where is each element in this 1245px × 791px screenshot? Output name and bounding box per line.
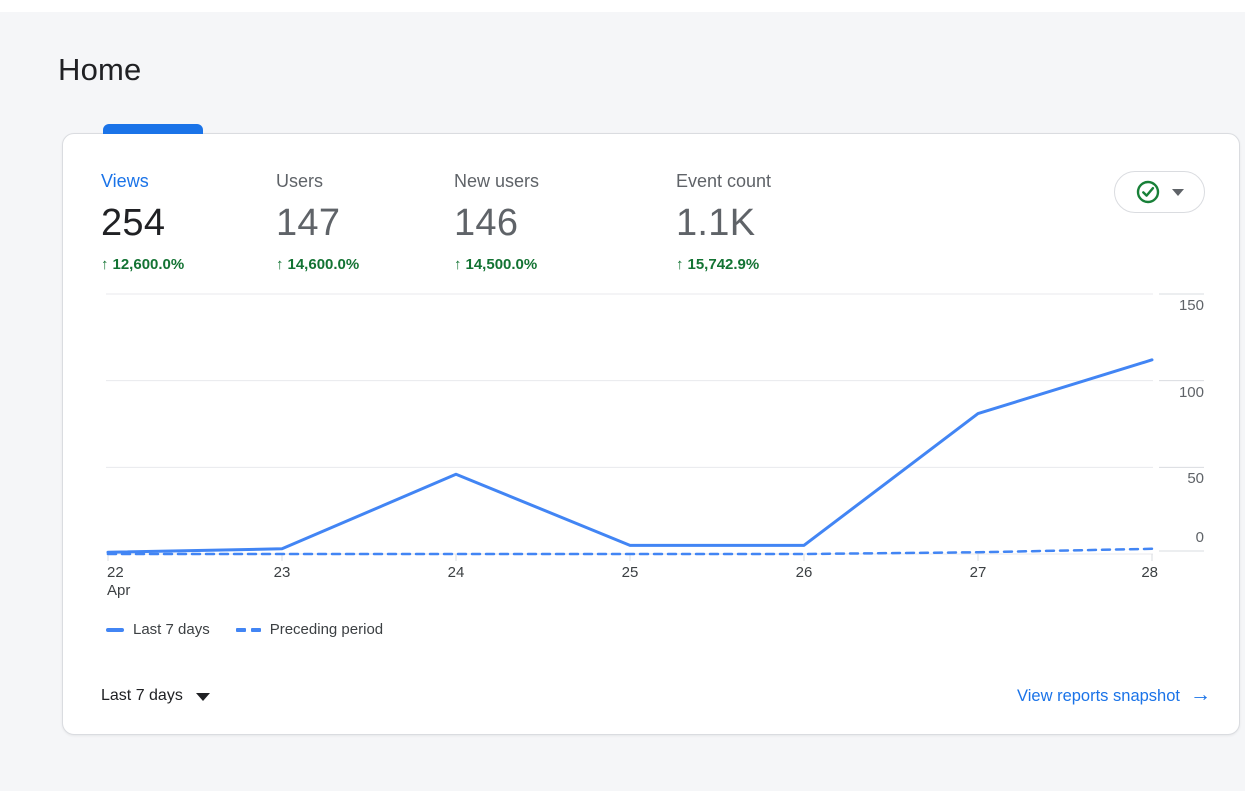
up-arrow-icon: ↑ bbox=[101, 256, 109, 273]
metric-change: ↑ 14,500.0% bbox=[454, 256, 539, 273]
metric-value: 1.1K bbox=[676, 202, 756, 244]
metric-value: 146 bbox=[454, 202, 519, 244]
view-reports-snapshot-link[interactable]: View reports snapshot → bbox=[1017, 683, 1211, 706]
x-axis-label-24: 24 bbox=[447, 564, 465, 581]
arrow-right-icon: → bbox=[1190, 683, 1211, 706]
metric-change-value: 12,600.0% bbox=[112, 256, 185, 273]
metric-label: Users bbox=[276, 171, 324, 191]
metric-tab-users[interactable]: Users 147 ↑ 14,600.0% bbox=[276, 170, 359, 273]
series-line-preceding-period bbox=[106, 547, 1154, 556]
date-range-selector[interactable]: Last 7 days bbox=[101, 687, 210, 705]
page-title: Home bbox=[58, 52, 142, 87]
card-footer: Last 7 days View reports snapshot → bbox=[101, 681, 1211, 711]
up-arrow-icon: ↑ bbox=[454, 256, 462, 273]
y-axis-label-0: 0 bbox=[1195, 529, 1204, 546]
metric-tab-views[interactable]: Views 254 ↑ 12,600.0% bbox=[101, 170, 184, 273]
metric-label: New users bbox=[454, 171, 540, 191]
dropdown-caret-icon bbox=[195, 693, 210, 701]
up-arrow-icon: ↑ bbox=[276, 256, 284, 273]
active-tab-indicator bbox=[103, 124, 203, 134]
y-axis-label-50: 50 bbox=[1187, 470, 1204, 488]
date-range-label: Last 7 days bbox=[101, 687, 183, 704]
link-label: View reports snapshot bbox=[1017, 686, 1180, 705]
chart-canvas bbox=[106, 293, 1204, 561]
chevron-down-icon bbox=[1172, 188, 1184, 196]
y-axis-label-150: 150 bbox=[1178, 297, 1204, 314]
x-axis-label-23: 23 bbox=[273, 564, 291, 581]
metric-change: ↑ 15,742.9% bbox=[676, 256, 771, 273]
metric-tab-new-users[interactable]: New users 146 ↑ 14,500.0% bbox=[454, 170, 539, 273]
views-line-chart[interactable]: 0 50 100 150 Apr 22 23 24 25 26 27 28 bbox=[63, 134, 1241, 736]
up-arrow-icon: ↑ bbox=[676, 256, 684, 273]
x-axis-month-label: Apr bbox=[107, 582, 131, 599]
x-axis-label-27: 27 bbox=[969, 564, 987, 581]
y-axis-label-100: 100 bbox=[1178, 383, 1204, 401]
x-axis-label-28: 28 bbox=[1141, 564, 1158, 581]
metric-change: ↑ 14,600.0% bbox=[276, 256, 359, 273]
legend-dash bbox=[250, 627, 261, 632]
x-axis-label-25: 25 bbox=[621, 564, 639, 581]
x-axis-label-22: 22 bbox=[107, 564, 124, 581]
chart-legend: Last 7 days Preceding period bbox=[106, 621, 383, 638]
metric-value: 147 bbox=[276, 202, 341, 244]
metric-change-value: 14,500.0% bbox=[465, 256, 538, 273]
top-strip bbox=[0, 0, 1245, 12]
legend-label: Preceding period bbox=[269, 621, 384, 638]
metric-change: ↑ 12,600.0% bbox=[101, 256, 184, 273]
legend-item-last-7-days: Last 7 days bbox=[106, 621, 210, 638]
metric-label: Event count bbox=[676, 171, 772, 191]
series-line-last-7-days bbox=[106, 358, 1154, 554]
data-quality-status-button[interactable] bbox=[1114, 171, 1205, 213]
legend-dash bbox=[235, 627, 246, 632]
metric-label: Views bbox=[101, 171, 149, 191]
metric-change-value: 14,600.0% bbox=[287, 256, 360, 273]
home-overview-card: Views 254 ↑ 12,600.0% Users 147 ↑ 14,600… bbox=[62, 124, 1241, 736]
metric-value: 254 bbox=[101, 202, 166, 244]
legend-label: Last 7 days bbox=[133, 621, 210, 638]
metric-tab-event-count[interactable]: Event count 1.1K ↑ 15,742.9% bbox=[676, 170, 771, 273]
legend-swatch-solid-line-icon bbox=[106, 627, 124, 632]
legend-item-preceding-period: Preceding period bbox=[235, 621, 384, 638]
metric-change-value: 15,742.9% bbox=[687, 256, 760, 273]
check-circle-icon bbox=[1136, 180, 1160, 204]
x-axis-label-26: 26 bbox=[795, 564, 813, 581]
legend-swatch-dashed-line-icon bbox=[235, 627, 261, 632]
